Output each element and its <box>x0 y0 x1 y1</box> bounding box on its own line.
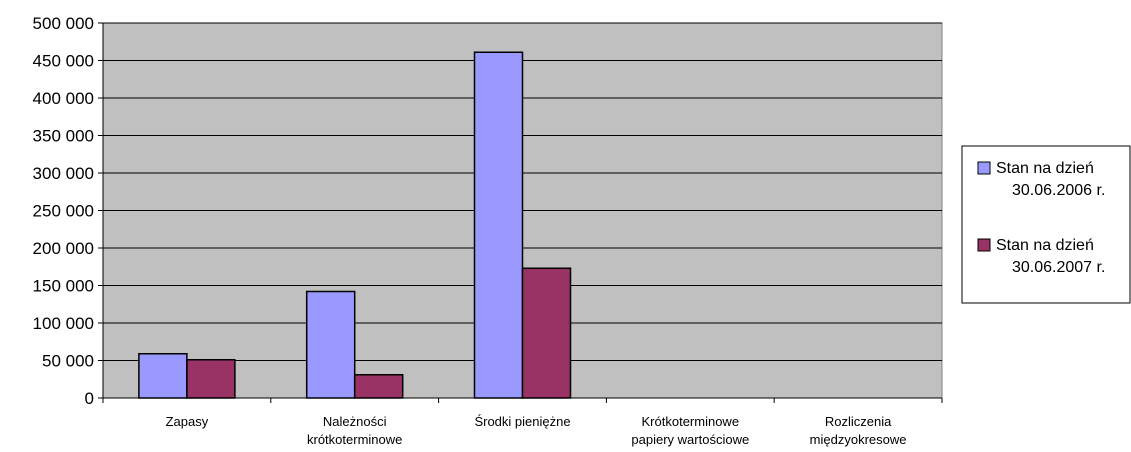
x-category-label: Krótkoterminowe papiery wartościowe <box>631 414 749 447</box>
plot-area: 0 50 000 100 000 150 000 200 000 250 000 300 0… <box>33 14 943 447</box>
bar <box>353 374 404 399</box>
legend-entry-line: 30.06.2006 r. <box>1012 182 1105 199</box>
x-category-label-line: Środki pieniężne <box>474 414 570 429</box>
x-category-label: Rozliczenia międzyokresowe <box>810 414 907 447</box>
bar <box>473 51 524 399</box>
legend-entry-line: 30.06.2007 r. <box>1012 259 1105 276</box>
y-tick-label: 500 000 <box>33 14 94 33</box>
y-tick-label: 250 000 <box>33 202 94 221</box>
x-category-label-line: krótkoterminowe <box>307 432 402 447</box>
x-category-label-line: Należności <box>323 414 387 429</box>
x-category-label: Środki pieniężne <box>474 414 570 429</box>
bar <box>138 353 188 399</box>
x-category-label-line: papiery wartościowe <box>631 432 749 447</box>
legend-entry: Stan na dzień 30.06.2007 r. <box>996 237 1105 276</box>
x-category-label-line: Zapasy <box>166 414 209 429</box>
y-tick-label: 200 000 <box>33 239 94 258</box>
legend-entry: Stan na dzień 30.06.2006 r. <box>996 160 1105 199</box>
bar <box>521 267 572 399</box>
bar <box>305 290 356 399</box>
y-tick-label: 300 000 <box>33 164 94 183</box>
y-tick-label: 100 000 <box>33 314 94 333</box>
legend-swatch <box>977 238 991 252</box>
legend-entry-line: Stan na dzień <box>996 160 1094 177</box>
x-category-label: Zapasy <box>166 414 209 429</box>
legend-swatch <box>977 161 991 175</box>
y-tick-label: 400 000 <box>33 89 94 108</box>
x-category-label-line: Krótkoterminowe <box>642 414 740 429</box>
bar <box>186 359 236 399</box>
x-category-label: Należności krótkoterminowe <box>307 414 402 447</box>
legend: Stan na dzień 30.06.2006 r. Stan na dzień 3… <box>961 145 1131 304</box>
legend-entry-line: Stan na dzień <box>996 237 1094 254</box>
y-tick-label: 450 000 <box>33 52 94 71</box>
y-tick-label: 150 000 <box>33 277 94 296</box>
y-tick-label: 0 <box>85 389 94 408</box>
y-tick-label: 350 000 <box>33 127 94 146</box>
y-tick-label: 50 000 <box>42 352 94 371</box>
x-category-label-line: międzyokresowe <box>810 432 907 447</box>
x-category-label-line: Rozliczenia <box>825 414 892 429</box>
